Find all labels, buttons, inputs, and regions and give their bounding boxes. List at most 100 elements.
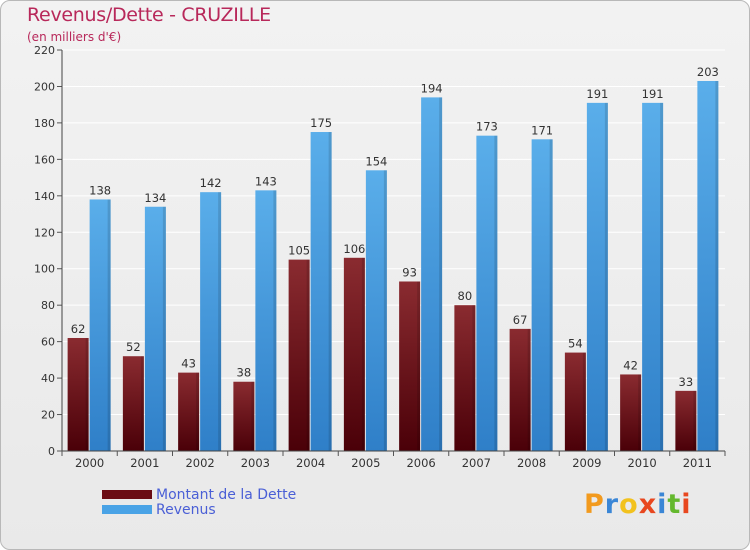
y-tick-label: 180 [34,117,55,130]
logo-letter: i [681,489,692,520]
value-label-dette: 54 [568,337,583,351]
x-tick-label: 2002 [185,456,214,470]
value-label-revenus: 154 [365,154,387,168]
logo-letter: i [657,489,668,520]
bar-dette [564,352,586,451]
value-label-revenus: 173 [476,120,498,134]
bar-shade [162,206,166,451]
bar-revenus [642,102,664,451]
x-tick-label: 2010 [627,456,656,470]
bar-shade [85,337,89,451]
value-label-dette: 67 [513,313,528,327]
bar-dette [233,381,255,451]
bar-shade [439,97,443,452]
value-label-revenus: 203 [697,65,719,79]
bar-revenus [586,102,608,451]
y-tick-label: 220 [34,44,55,57]
value-label-dette: 52 [126,340,141,354]
x-tick-label: 2004 [296,456,325,470]
x-tick-label: 2005 [351,456,380,470]
bar-revenus [697,80,719,452]
value-label-dette: 105 [288,244,310,258]
value-label-dette: 80 [458,289,473,303]
bar-shade [251,381,255,451]
bar-dette [288,259,310,451]
x-tick-label: 2000 [75,456,104,470]
y-tick-label: 20 [41,409,55,422]
value-label-dette: 93 [402,265,417,279]
value-label-dette: 106 [343,242,365,256]
bar-shade [328,132,332,452]
logo-letter: P [584,489,605,520]
bar-revenus [421,97,443,452]
bar-dette [343,257,365,451]
value-label-revenus: 134 [144,191,166,205]
bar-dette [67,337,89,451]
value-label-dette: 38 [237,366,252,380]
bar-shade [383,170,387,452]
legend-swatch-debt [102,490,152,499]
y-tick-label: 100 [34,263,55,276]
bar-dette [675,390,697,451]
bar-revenus [200,192,222,451]
value-label-dette: 42 [623,358,638,372]
value-label-dette: 62 [71,322,86,336]
bar-shade [660,102,664,451]
chart-subtitle: (en milliers d'€) [27,30,122,44]
legend-label-revenus: Revenus [156,502,216,518]
value-label-revenus: 191 [586,87,608,101]
bar-shade [549,139,553,451]
bar-revenus [89,199,111,451]
x-tick-label: 2009 [572,456,601,470]
proxiti-logo: Proxiti [584,489,692,520]
value-label-dette: 43 [181,357,196,371]
bar-revenus [476,135,498,451]
y-tick-label: 200 [34,80,55,93]
value-label-revenus: 138 [89,183,111,197]
y-tick-label: 160 [34,153,55,166]
logo-letter: r [604,489,620,520]
value-label-revenus: 142 [200,176,222,190]
x-tick-label: 2008 [517,456,546,470]
bar-revenus [255,190,277,451]
logo-letter: x [638,489,658,520]
bar-dette [178,372,200,451]
bar-revenus [365,170,387,452]
bar-revenus [310,132,332,452]
bar-shade [196,372,200,451]
value-label-revenus: 175 [310,116,332,130]
legend-label-debt: Montant de la Dette [156,487,297,503]
x-tick-label: 2007 [462,456,491,470]
y-tick-label: 60 [41,336,55,349]
y-tick-label: 120 [34,226,55,239]
bar-shade [417,281,421,451]
y-tick-label: 40 [41,372,55,385]
bar-shade [604,102,608,451]
y-tick-label: 140 [34,190,55,203]
bar-shade [527,328,531,451]
bar-dette [509,328,531,451]
bar-shade [273,190,277,451]
chart-title: Revenus/Dette - CRUZILLE [27,4,271,26]
bar-shade [582,352,586,451]
bar-shade [306,259,310,451]
value-label-revenus: 191 [642,87,664,101]
x-tick-label: 2011 [683,456,712,470]
x-tick-label: 2001 [130,456,159,470]
y-tick-label: 0 [48,445,55,458]
bar-dette [122,356,144,451]
bar-dette [399,281,421,451]
value-label-revenus: 194 [421,81,443,95]
bar-dette [454,305,476,451]
y-tick-label: 80 [41,299,55,312]
logo-letter: o [619,489,639,520]
bar-revenus [531,139,553,451]
bar-shade [472,305,476,451]
bar-shade [107,199,111,451]
bar-shade [715,80,719,452]
value-label-revenus: 143 [255,174,277,188]
value-label-revenus: 171 [531,123,553,137]
bar-shade [494,135,498,451]
logo-letter: t [667,489,682,520]
